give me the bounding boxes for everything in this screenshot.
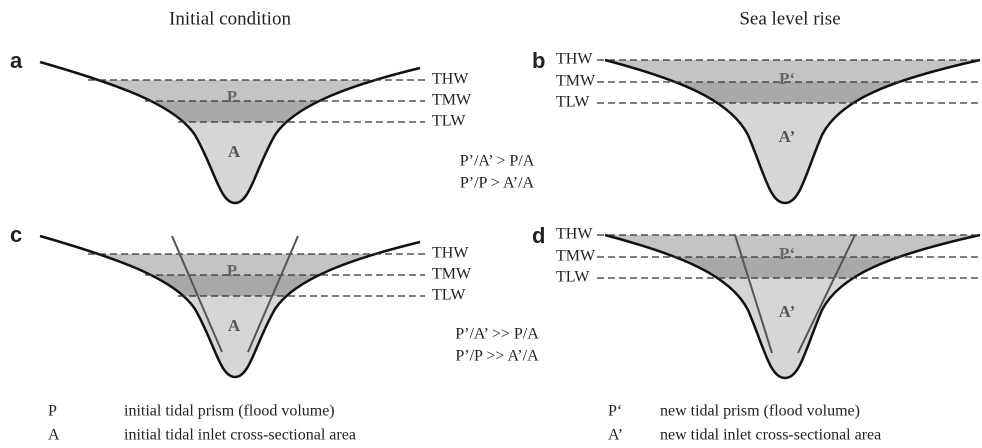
legend-text: initial tidal inlet cross-sectional area xyxy=(124,427,356,444)
panel: d THW TMW TLW P‘ A’ xyxy=(532,223,981,380)
level-label: TLW xyxy=(556,94,590,111)
prism-label: P xyxy=(227,261,237,280)
panel: b THW TMW TLW P‘ A’ xyxy=(532,48,981,205)
relation: P’/P >> A’/A xyxy=(455,348,539,365)
relation: P’/P > A’/A xyxy=(460,175,535,192)
area-label: A’ xyxy=(779,302,796,321)
level-label: THW xyxy=(432,71,469,88)
prism-label: P‘ xyxy=(779,69,795,88)
title: Sea level rise xyxy=(739,8,840,29)
level-label: TMW xyxy=(432,266,472,283)
legend-text: new tidal prism (flood volume) xyxy=(660,403,860,420)
legend-symbol: A’ xyxy=(608,427,623,444)
area-label: A xyxy=(228,142,241,161)
level-label: TLW xyxy=(432,113,466,130)
level-label: THW xyxy=(432,245,469,262)
panel-letter: a xyxy=(10,48,23,73)
level-label: TMW xyxy=(556,248,596,265)
level-label: THW xyxy=(556,51,593,68)
level-label: TLW xyxy=(432,287,466,304)
legend-symbol: P‘ xyxy=(608,403,622,420)
legend-text: new tidal inlet cross-sectional area xyxy=(660,427,881,444)
level-label: TLW xyxy=(556,269,590,286)
area-label: A xyxy=(228,316,241,335)
area-label: A’ xyxy=(779,127,796,146)
prism-label: P xyxy=(227,87,237,106)
legend-symbol: P xyxy=(48,403,57,420)
panel-letter: b xyxy=(532,48,545,73)
legend-text: initial tidal prism (flood volume) xyxy=(124,403,335,420)
prism-label: P‘ xyxy=(779,244,795,263)
level-label: TMW xyxy=(556,73,596,90)
title: Initial condition xyxy=(169,8,291,29)
legend-symbol: A xyxy=(48,427,60,444)
level-label: TMW xyxy=(432,92,472,109)
panel-letter: d xyxy=(532,223,545,248)
relation: P’/A’ >> P/A xyxy=(455,326,539,343)
level-label: THW xyxy=(556,226,593,243)
relation: P’/A’ > P/A xyxy=(460,153,535,170)
panel-letter: c xyxy=(10,222,22,247)
